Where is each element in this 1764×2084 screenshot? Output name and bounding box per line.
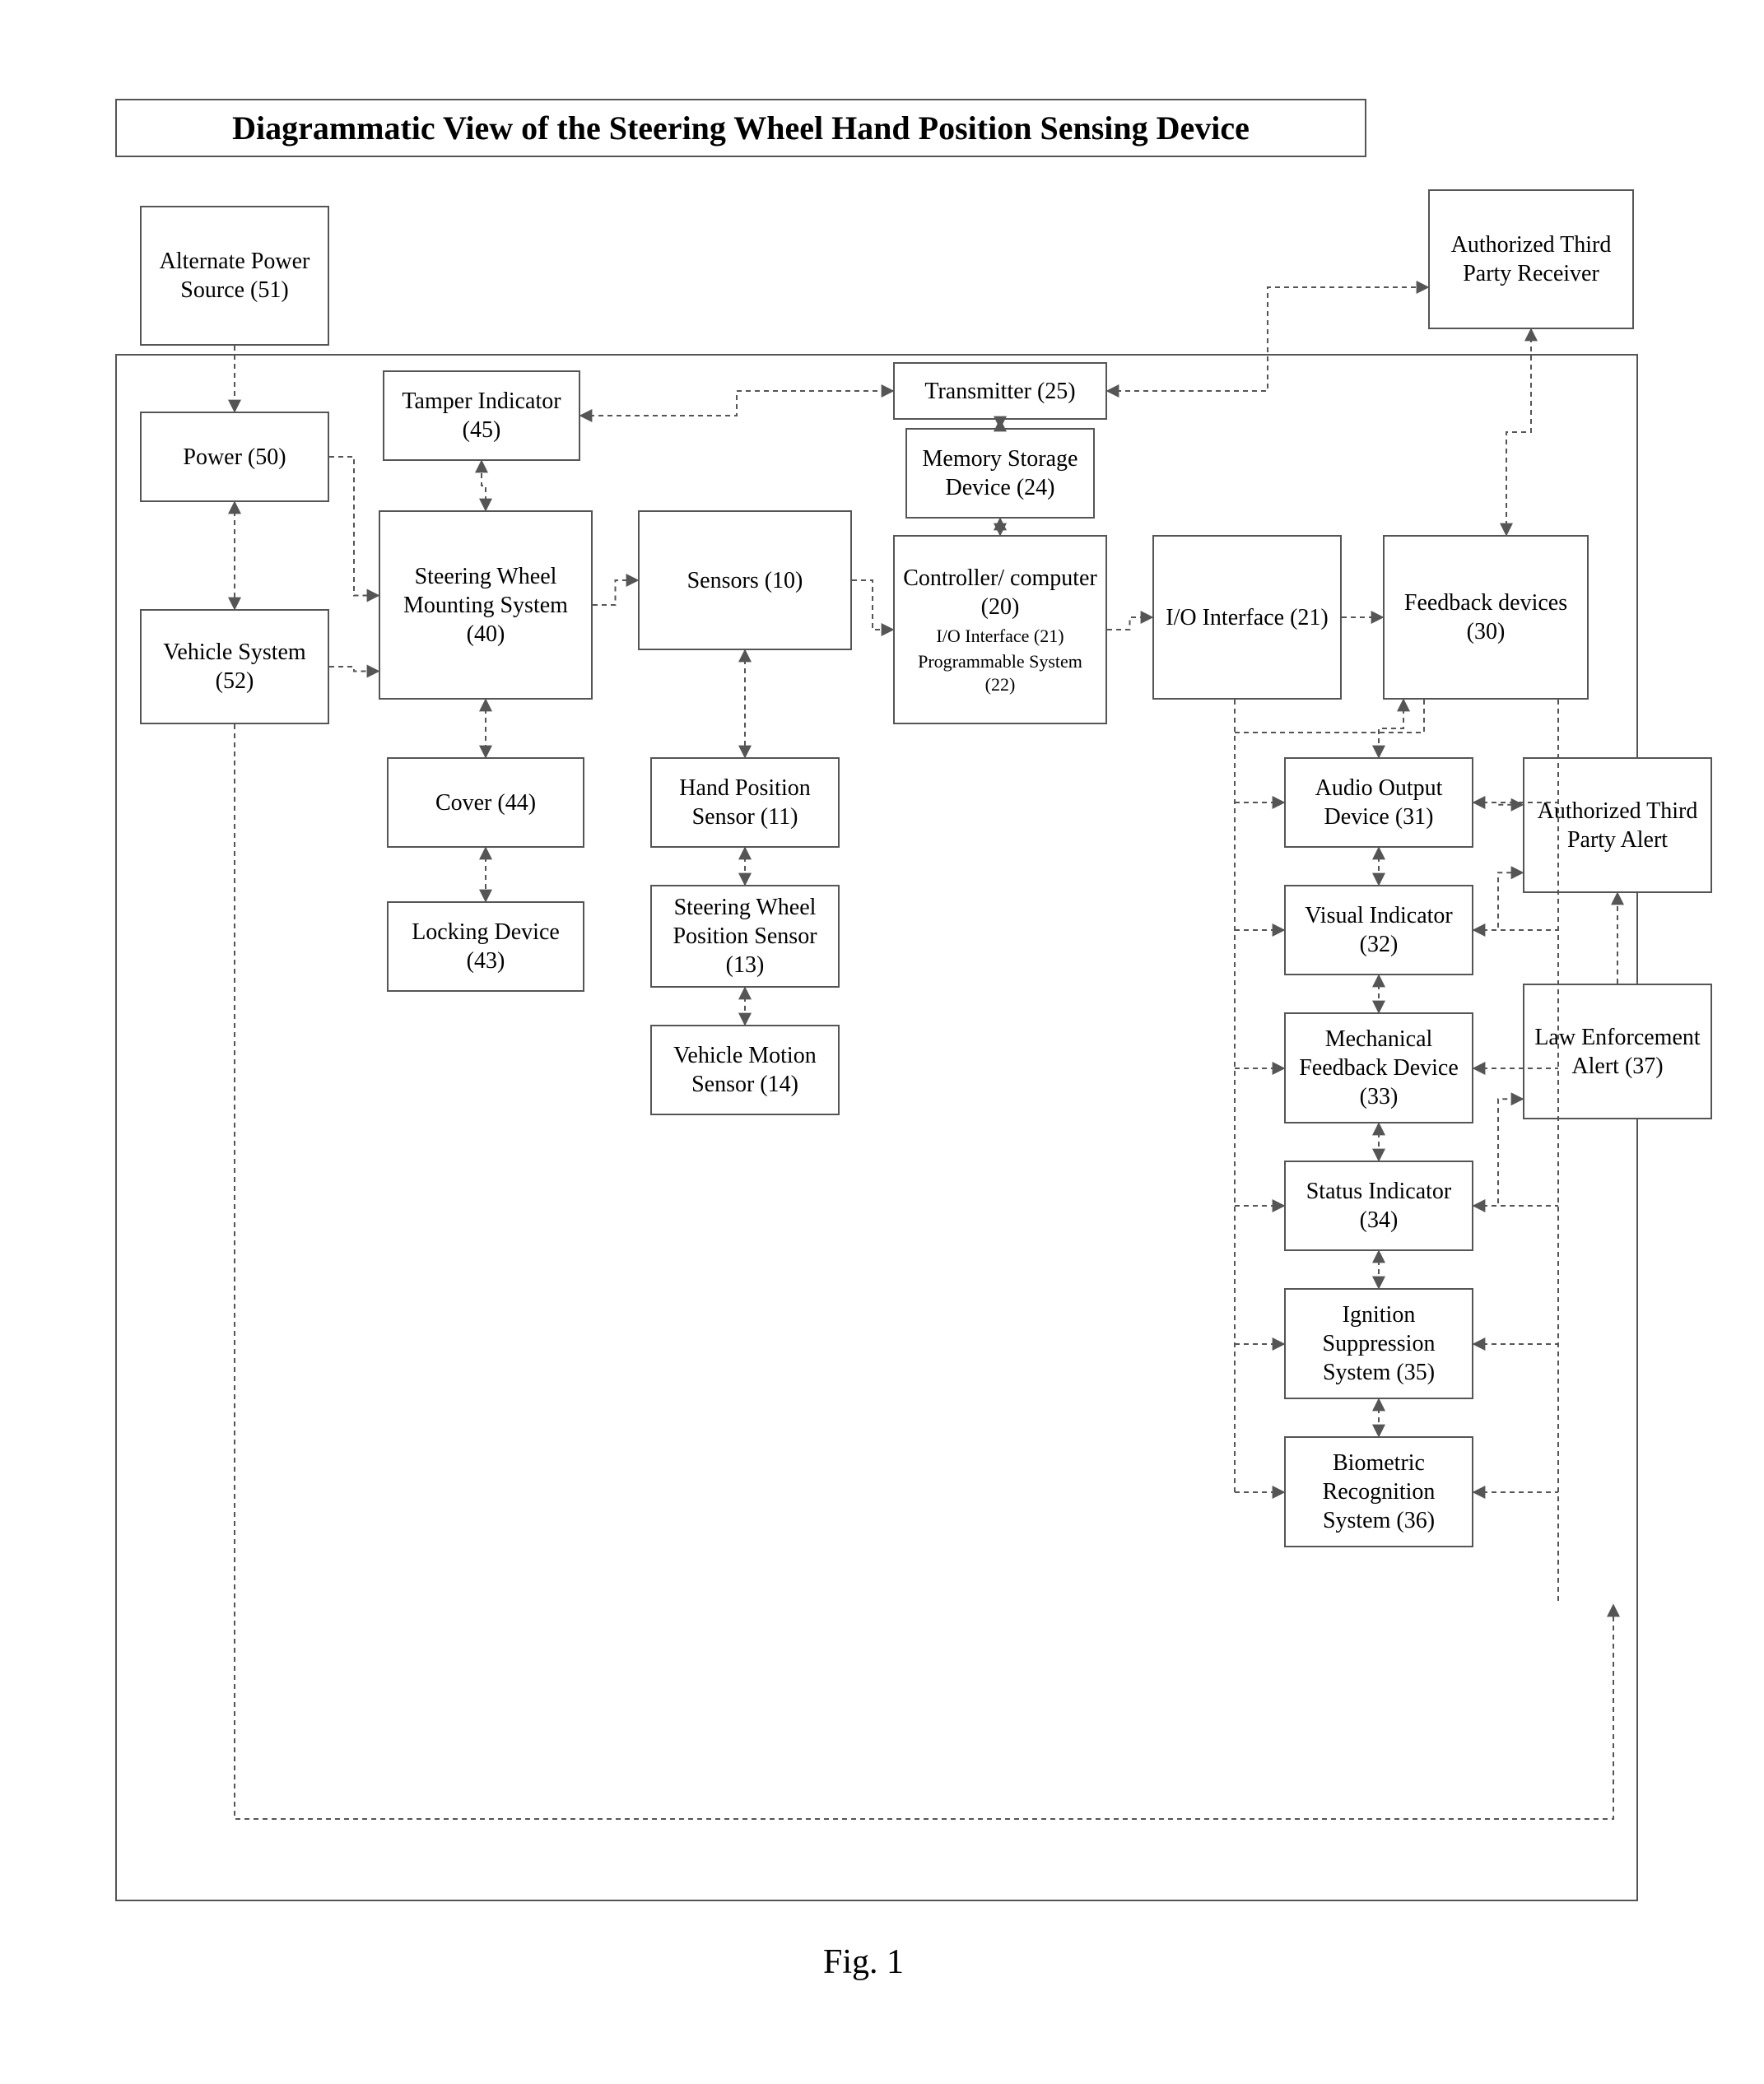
node-label: Cover (44): [435, 788, 536, 817]
node-wheel_pos: Steering Wheel Position Sensor (13): [650, 885, 840, 988]
node-motion: Vehicle Motion Sensor (14): [650, 1025, 840, 1115]
node-label: Vehicle System (52): [148, 638, 321, 695]
node-mounting: Steering Wheel Mounting System (40): [379, 510, 593, 700]
node-mechanical: Mechanical Feedback Device (33): [1284, 1012, 1473, 1123]
figure-label: Fig. 1: [823, 1942, 904, 1982]
node-biometric: Biometric Recognition System (36): [1284, 1436, 1473, 1547]
figure-label-text: Fig. 1: [823, 1943, 904, 1981]
node-label: Law Enforcement Alert (37): [1531, 1023, 1704, 1081]
node-ignition: Ignition Suppression System (35): [1284, 1288, 1473, 1399]
node-status: Status Indicator (34): [1284, 1161, 1473, 1251]
node-visual: Visual Indicator (32): [1284, 885, 1473, 975]
node-cover: Cover (44): [387, 757, 584, 848]
node-label: Audio Output Device (31): [1292, 774, 1465, 831]
node-label: Power (50): [183, 443, 286, 472]
node-power: Power (50): [140, 412, 329, 502]
node-vehicle_system: Vehicle System (52): [140, 609, 329, 724]
node-label: Steering Wheel Position Sensor (13): [659, 893, 831, 979]
node-label: Feedback devices (30): [1391, 588, 1580, 646]
node-label: Hand Position Sensor (11): [659, 774, 831, 831]
node-label: Controller/ computer (20): [901, 564, 1099, 621]
node-locking: Locking Device (43): [387, 901, 584, 992]
node-label: Biometric Recognition System (36): [1292, 1449, 1465, 1535]
diagram-title: Diagrammatic View of the Steering Wheel …: [115, 99, 1366, 157]
node-io: I/O Interface (21): [1152, 535, 1342, 700]
node-label: Vehicle Motion Sensor (14): [659, 1041, 831, 1099]
node-label: Alternate Power Source (51): [148, 247, 321, 305]
node-controller: Controller/ computer (20) I/O Interface (…: [893, 535, 1107, 724]
node-label: Tamper Indicator (45): [391, 387, 572, 444]
node-label: Sensors (10): [687, 566, 803, 595]
title-text: Diagrammatic View of the Steering Wheel …: [232, 109, 1250, 147]
node-label: Authorized Third Party Receiver: [1436, 230, 1626, 288]
node-label: Transmitter (25): [924, 377, 1075, 406]
node-subline: I/O Interface (21): [936, 625, 1064, 648]
node-tamper: Tamper Indicator (45): [383, 370, 580, 461]
node-label: Steering Wheel Mounting System (40): [387, 562, 584, 649]
node-hand_pos: Hand Position Sensor (11): [650, 757, 840, 848]
node-label: I/O Interface (21): [1166, 603, 1328, 632]
node-label: Ignition Suppression System (35): [1292, 1300, 1465, 1387]
node-feedback: Feedback devices (30): [1383, 535, 1589, 700]
node-label: Mechanical Feedback Device (33): [1292, 1025, 1465, 1111]
node-label: Authorized Third Party Alert: [1531, 797, 1704, 854]
node-subline: Programmable System (22): [901, 650, 1099, 695]
node-label: Status Indicator (34): [1292, 1177, 1465, 1235]
node-alt_power: Alternate Power Source (51): [140, 206, 329, 346]
node-label: Memory Storage Device (24): [914, 444, 1087, 502]
node-law: Law Enforcement Alert (37): [1523, 984, 1712, 1119]
node-third_party: Authorized Third Party Alert: [1523, 757, 1712, 893]
node-memory: Memory Storage Device (24): [905, 428, 1095, 519]
node-transmitter: Transmitter (25): [893, 362, 1107, 420]
node-auth_receiver: Authorized Third Party Receiver: [1428, 189, 1634, 329]
node-audio: Audio Output Device (31): [1284, 757, 1473, 848]
node-sensors: Sensors (10): [638, 510, 852, 650]
node-label: Visual Indicator (32): [1292, 901, 1465, 959]
node-label: Locking Device (43): [395, 918, 576, 975]
